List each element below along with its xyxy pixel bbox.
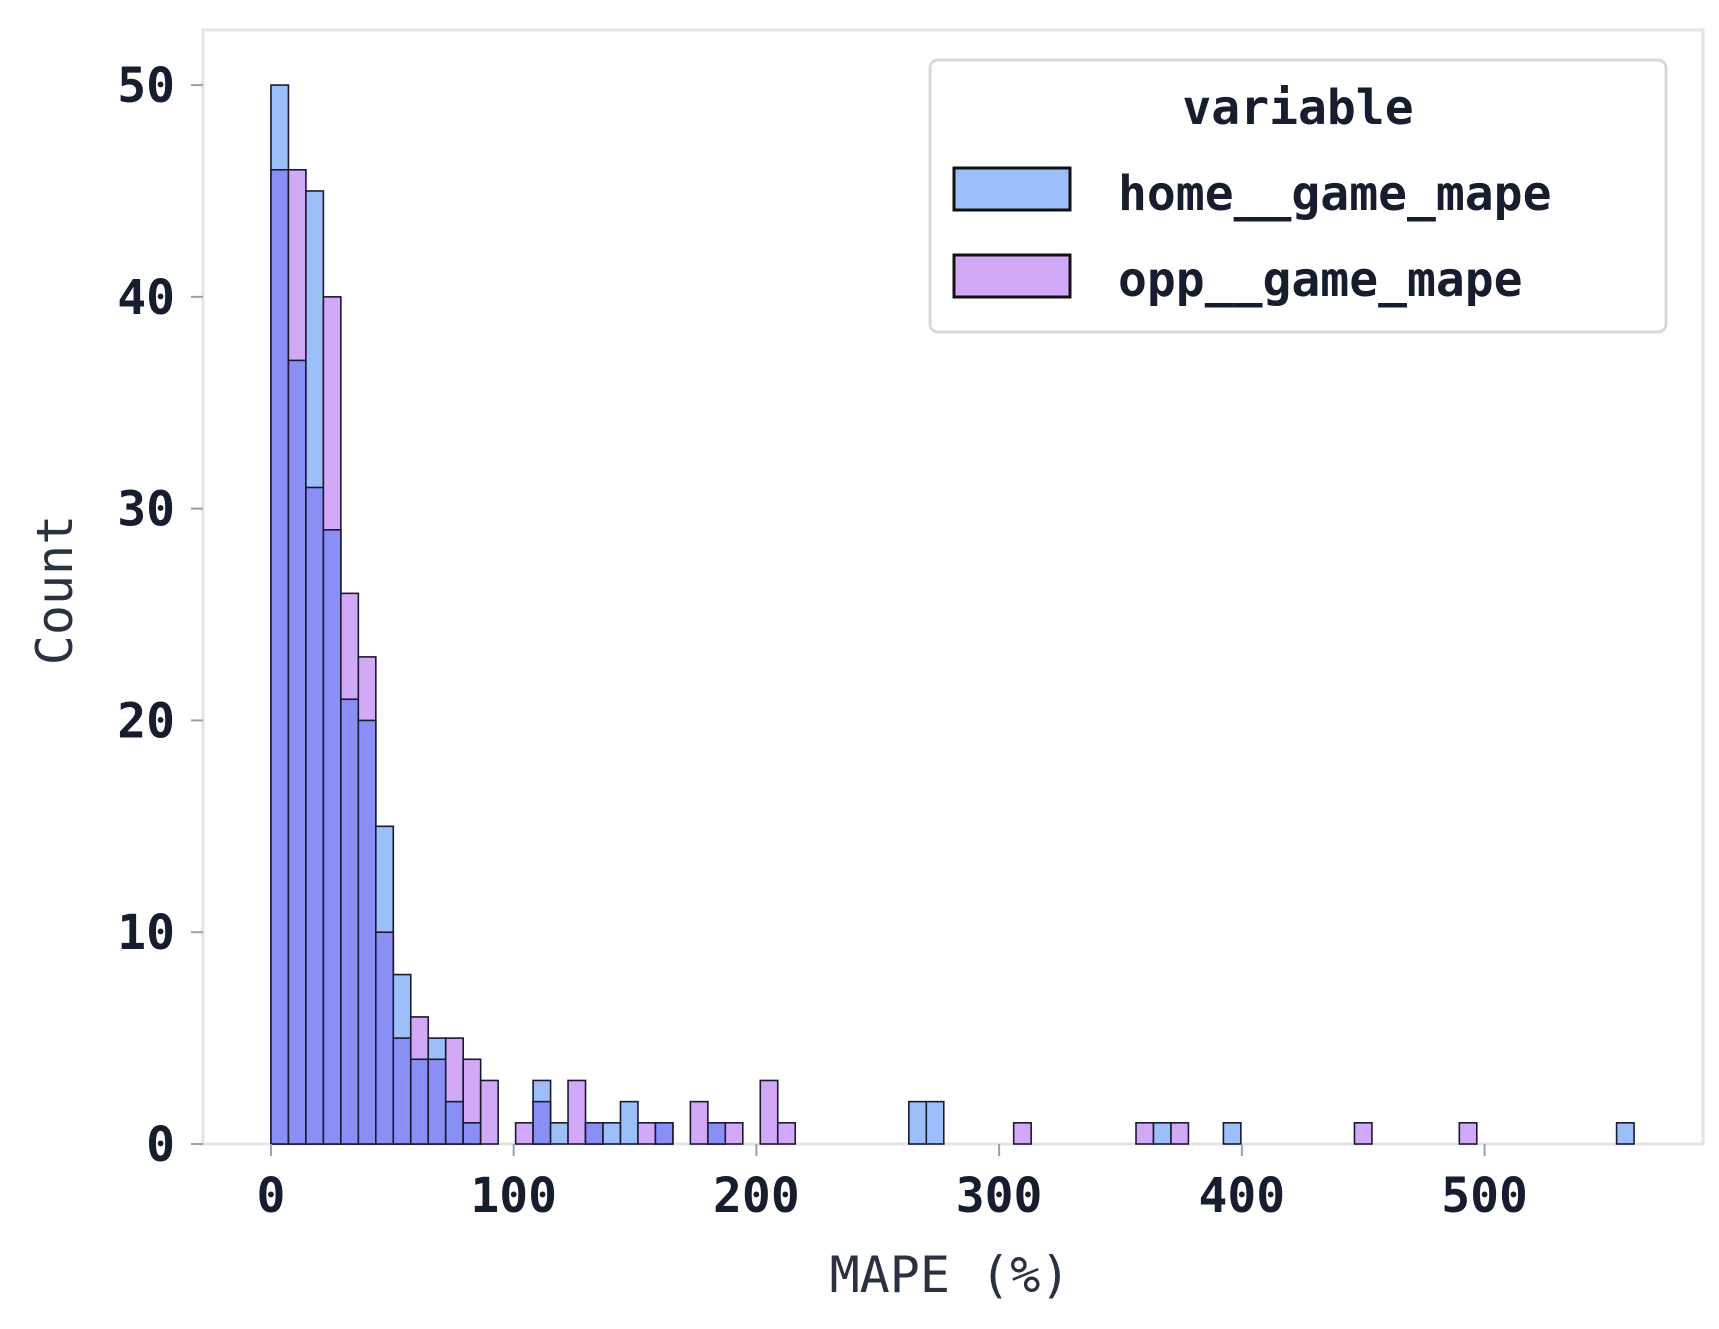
bar-overlap xyxy=(707,1122,727,1145)
bar-opp-game-mape xyxy=(637,1122,657,1145)
bar-overlap xyxy=(409,1058,430,1145)
bar-home-game-mape xyxy=(549,1122,569,1145)
y-axis-label: Count xyxy=(26,515,84,666)
bars-layer xyxy=(270,84,1635,1145)
bar-opp-game-mape xyxy=(1135,1122,1155,1145)
bar-opp-game-mape xyxy=(1170,1122,1190,1145)
x-tick-label: 100 xyxy=(470,1168,557,1224)
bar-opp-game-mape xyxy=(479,1079,499,1145)
legend-label-home-game-mape: home__game_mape xyxy=(1118,166,1551,222)
x-tick-label: 400 xyxy=(1198,1168,1285,1224)
bar-overlap xyxy=(270,168,290,1145)
bar-overlap xyxy=(375,931,395,1145)
bar-overlap xyxy=(584,1122,604,1145)
y-axis-ticks: 0 10 20 30 40 50 xyxy=(117,58,203,1173)
legend-label-opp-game-mape: opp__game_mape xyxy=(1118,252,1523,308)
bar-overlap xyxy=(462,1122,482,1145)
bar-opp-game-mape xyxy=(1353,1122,1373,1145)
bar-home-game-mape xyxy=(925,1100,945,1145)
legend: variable home__game_mape opp__game_mape xyxy=(928,58,1668,334)
x-tick-label: 300 xyxy=(956,1168,1043,1224)
bar-home-game-mape xyxy=(1222,1122,1242,1145)
x-tick-label: 0 xyxy=(257,1168,286,1224)
legend-swatch-home-game-mape xyxy=(952,166,1072,212)
x-axis-ticks: 0 100 200 300 400 500 xyxy=(257,1144,1528,1224)
bar-overlap xyxy=(427,1058,447,1145)
bar-home-game-mape xyxy=(619,1100,639,1145)
bar-opp-game-mape xyxy=(1012,1122,1032,1145)
y-tick-label: 10 xyxy=(117,905,175,961)
bar-home-game-mape xyxy=(908,1100,928,1145)
bar-overlap xyxy=(532,1100,552,1145)
bar-home-game-mape xyxy=(1152,1122,1172,1145)
bar-overlap xyxy=(392,1037,412,1145)
x-axis-label: MAPE (%) xyxy=(830,1246,1071,1304)
y-tick-label: 20 xyxy=(117,693,175,749)
legend-swatch-opp-game-mape xyxy=(952,253,1072,299)
bar-overlap xyxy=(322,529,342,1145)
bar-opp-game-mape xyxy=(776,1122,797,1145)
x-tick-label: 500 xyxy=(1441,1168,1528,1224)
bar-overlap xyxy=(305,486,325,1145)
bar-overlap xyxy=(654,1122,674,1145)
bar-opp-game-mape xyxy=(1458,1122,1478,1145)
bar-opp-game-mape xyxy=(724,1122,744,1145)
x-tick-label: 200 xyxy=(713,1168,800,1224)
bar-opp-game-mape xyxy=(514,1122,534,1145)
bar-overlap xyxy=(340,698,360,1145)
y-tick-label: 50 xyxy=(117,58,175,114)
bar-home-game-mape xyxy=(602,1122,622,1145)
legend-frame xyxy=(928,58,1668,334)
legend-title: variable xyxy=(1182,80,1413,136)
y-tick-label: 30 xyxy=(117,482,175,538)
bar-opp-game-mape xyxy=(689,1100,709,1145)
bar-overlap xyxy=(287,359,307,1145)
bar-opp-game-mape xyxy=(759,1079,779,1145)
bar-home-game-mape xyxy=(1615,1122,1635,1145)
bar-opp-game-mape xyxy=(567,1079,587,1145)
y-tick-label: 40 xyxy=(117,270,175,326)
bar-overlap xyxy=(357,719,377,1145)
y-tick-label: 0 xyxy=(146,1117,175,1173)
bar-overlap xyxy=(444,1100,464,1145)
